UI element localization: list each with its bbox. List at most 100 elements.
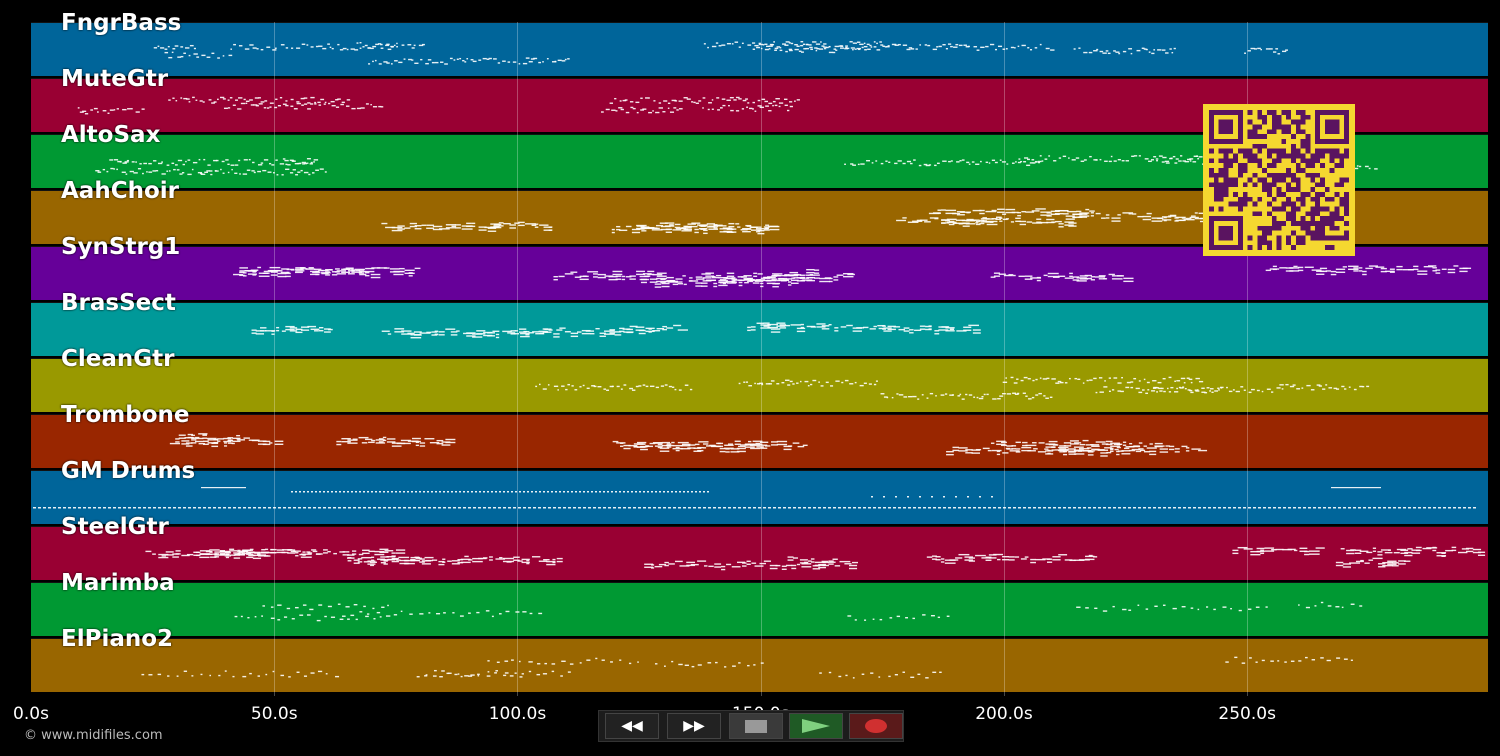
note: [756, 383, 761, 385]
note: [202, 101, 205, 103]
stop-button[interactable]: [729, 713, 783, 739]
note: [757, 105, 762, 107]
note: [508, 507, 511, 509]
note: [386, 62, 390, 64]
note: [1428, 507, 1431, 509]
note: [324, 171, 327, 173]
note: [906, 48, 911, 51]
note: [260, 101, 265, 103]
note: [536, 673, 541, 676]
note: [293, 507, 296, 509]
note: [583, 491, 585, 493]
track-elpiano2[interactable]: ElPiano2: [31, 627, 1488, 692]
note: [848, 507, 851, 509]
note: [856, 41, 861, 43]
note: [232, 104, 236, 106]
note: [726, 228, 734, 230]
track-fngrbass[interactable]: FngrBass: [31, 11, 1488, 76]
note: [1150, 159, 1154, 161]
note: [718, 280, 728, 282]
note: [713, 282, 718, 285]
note: [558, 507, 561, 509]
note: [925, 164, 930, 167]
note: [779, 324, 787, 326]
rewind-button[interactable]: ◀◀: [605, 713, 659, 739]
note: [413, 331, 422, 333]
track-steelgtr[interactable]: SteelGtr: [31, 515, 1488, 580]
note: [747, 280, 754, 283]
note: [556, 560, 563, 563]
note: [1042, 378, 1048, 380]
note: [1230, 607, 1232, 610]
play-button[interactable]: [789, 713, 843, 739]
note: [1343, 658, 1348, 660]
note: [276, 326, 280, 329]
note: [295, 331, 303, 334]
note: [760, 662, 764, 664]
note: [749, 107, 753, 110]
note: [746, 106, 749, 108]
note: [43, 507, 46, 509]
note: [503, 507, 506, 509]
note: [721, 568, 726, 571]
note: [426, 227, 435, 229]
note: [528, 507, 531, 509]
track-cleangtr[interactable]: CleanGtr: [31, 347, 1488, 412]
note: [599, 335, 606, 337]
note: [203, 507, 206, 509]
note: [747, 277, 754, 280]
note: [1158, 155, 1163, 157]
note: [495, 558, 506, 560]
note: [466, 58, 469, 60]
note: [419, 613, 424, 615]
note: [1238, 609, 1242, 612]
note: [1432, 549, 1437, 552]
note: [431, 559, 438, 561]
note: [192, 161, 198, 164]
note: [804, 380, 809, 383]
note: [307, 552, 313, 554]
note: [359, 47, 362, 49]
note: [1138, 507, 1141, 509]
note: [1116, 275, 1124, 277]
record-button[interactable]: [849, 713, 903, 739]
note: [615, 275, 622, 277]
note: [551, 491, 553, 493]
note: [1183, 507, 1186, 509]
track-notes: [381, 208, 1215, 235]
note: [818, 507, 821, 509]
fast-forward-button[interactable]: ▶▶: [667, 713, 721, 739]
note: [1015, 451, 1021, 453]
note: [1048, 155, 1051, 157]
note: [348, 273, 355, 275]
note: [678, 389, 682, 391]
copyright-credit: © www.midifiles.com: [24, 728, 163, 743]
note: [961, 219, 969, 222]
note: [204, 171, 208, 173]
note: [656, 277, 667, 280]
note: [1110, 448, 1114, 451]
track-gm-drums[interactable]: GM Drums: [31, 459, 1488, 524]
note: [1002, 559, 1009, 561]
note: [1411, 549, 1421, 551]
note: [725, 448, 730, 450]
note: [888, 161, 891, 164]
note: [707, 662, 712, 664]
track-trombone[interactable]: Trombone: [31, 403, 1488, 468]
note: [419, 561, 425, 563]
note: [794, 44, 798, 46]
note: [274, 270, 283, 272]
track-brassect[interactable]: BrasSect: [31, 291, 1488, 356]
note: [841, 45, 844, 47]
note: [1354, 167, 1359, 170]
note: [789, 101, 793, 103]
note: [737, 226, 741, 228]
note: [175, 553, 181, 555]
note: [310, 46, 314, 48]
note: [382, 436, 387, 439]
note: [113, 168, 116, 170]
track-marimba[interactable]: Marimba: [31, 571, 1488, 636]
note: [1145, 608, 1149, 610]
note: [1190, 381, 1193, 384]
note: [82, 110, 87, 113]
